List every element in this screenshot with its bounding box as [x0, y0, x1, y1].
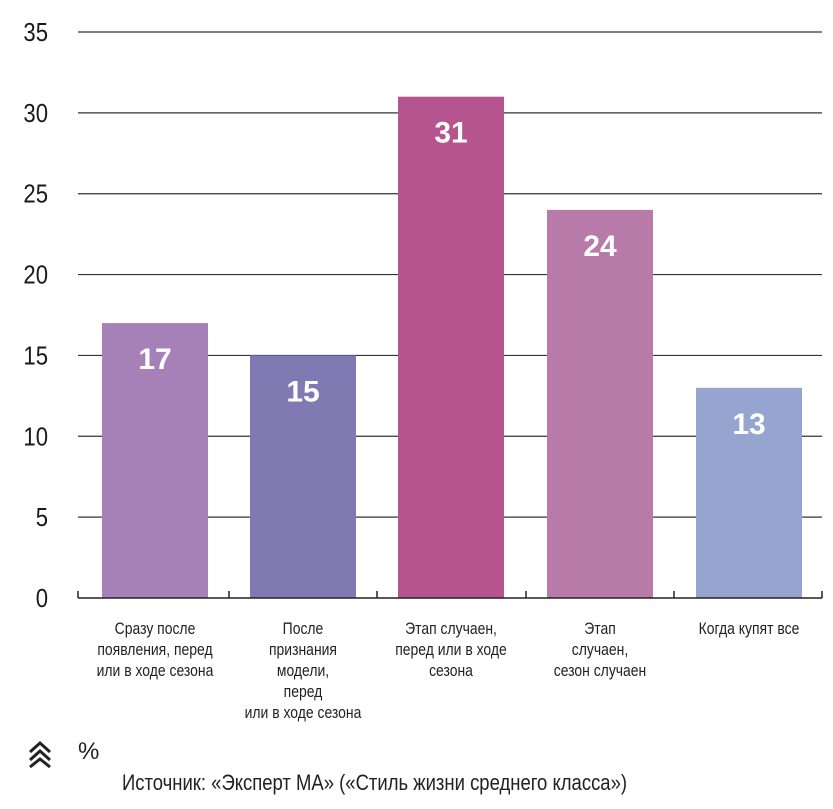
x-category-label: Этап случаен, перед или в ходе сезона [395, 619, 507, 680]
bar-value-label: 15 [286, 375, 319, 408]
x-category-label: Этап случаен, сезон случаен [553, 619, 647, 680]
bar-value-label: 31 [434, 117, 467, 150]
x-category-label: Когда купят все [698, 619, 800, 638]
bar [696, 387, 802, 598]
bar [250, 355, 356, 598]
labels-layer: 17 15 31 24 13 [138, 117, 765, 441]
x-axis [77, 591, 823, 599]
double-chevron-up-icon [28, 740, 52, 768]
y-tick-label: 20 [23, 261, 48, 290]
y-tick-label: 25 [23, 180, 48, 209]
unit-label: % [78, 738, 100, 765]
y-tick-label: 5 [36, 504, 48, 533]
y-axis: 0 5 10 15 20 25 30 35 [23, 18, 48, 613]
x-category-label: После признания модели, перед или в ходе… [244, 619, 362, 722]
y-tick-label: 10 [23, 423, 48, 452]
y-tick-label: 35 [23, 18, 48, 47]
x-category-label: Сразу после появления, перед или в ходе … [96, 619, 214, 680]
y-tick-label: 30 [23, 99, 48, 128]
bars-layer [102, 96, 802, 598]
bar [398, 96, 504, 598]
source-note: Источник: «Эксперт МА» («Стиль жизни сре… [122, 770, 628, 795]
y-tick-label: 0 [36, 584, 48, 613]
bar-value-label: 13 [732, 408, 765, 441]
bar-value-label: 17 [138, 343, 171, 376]
y-tick-label: 15 [23, 342, 48, 371]
bar-value-label: 24 [583, 230, 617, 263]
bar [547, 209, 653, 598]
bar [102, 323, 208, 598]
